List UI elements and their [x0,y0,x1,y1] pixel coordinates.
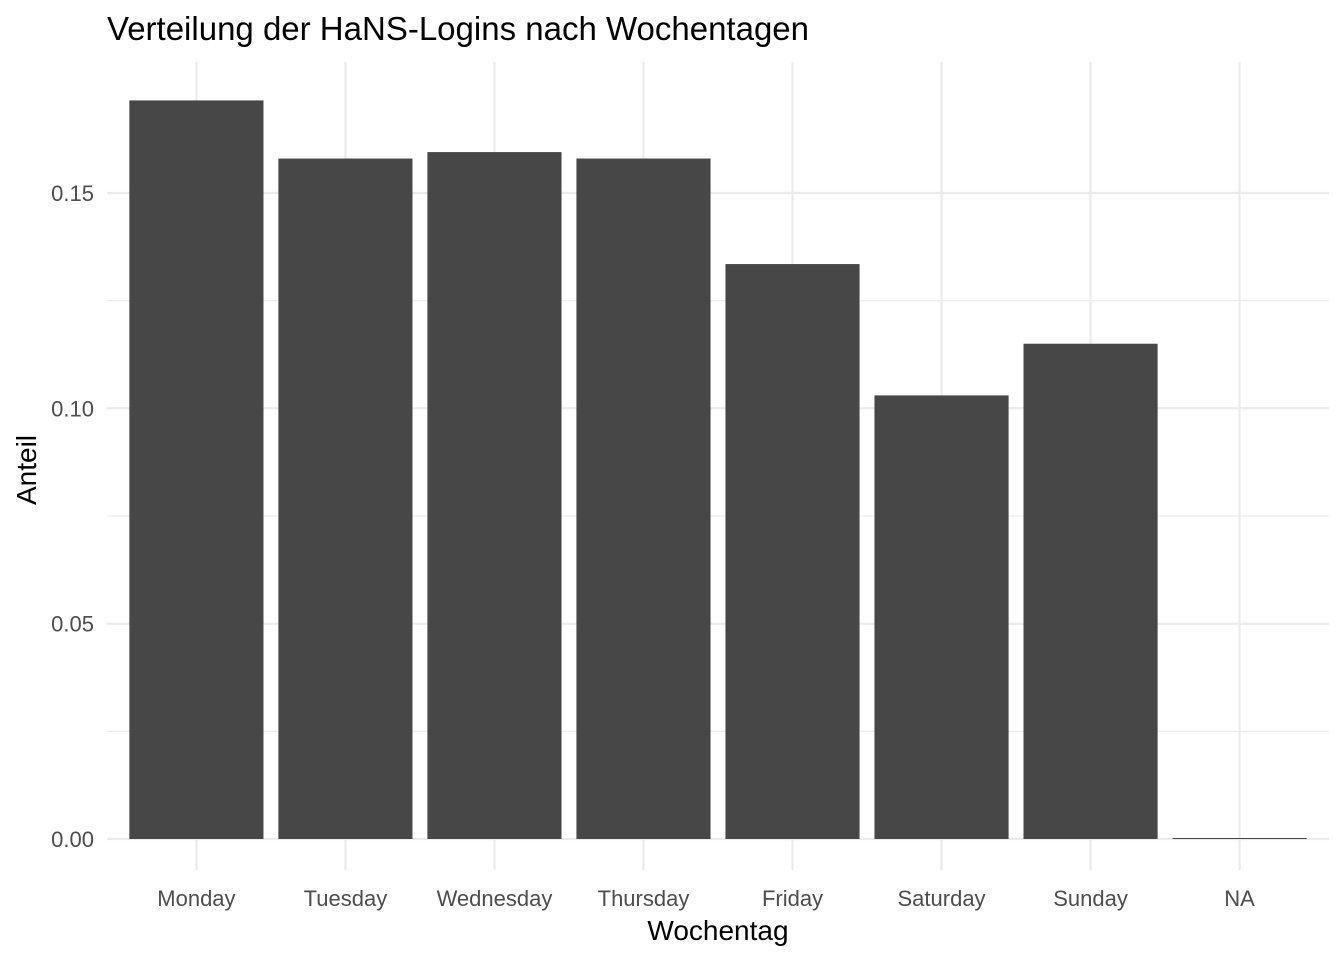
bar-friday [725,264,860,839]
x-tick-label-wednesday: Wednesday [437,886,553,911]
x-tick-label-saturday: Saturday [898,886,986,911]
bars [129,100,1307,840]
y-tick-label-0: 0.00 [51,827,94,852]
x-tick-label-friday: Friday [762,886,823,911]
bar-saturday [874,395,1009,839]
bar-thursday [576,158,711,840]
bar-wednesday [427,152,562,839]
bar-monday [129,100,264,839]
x-tick-label-sunday: Sunday [1053,886,1128,911]
y-axis-title: Anteil [11,435,42,505]
bar-sunday [1023,343,1158,839]
x-tick-label-monday: Monday [157,886,235,911]
y-tick-label-3: 0.15 [51,181,94,206]
x-tick-label-thursday: Thursday [598,886,690,911]
x-tick-label-na: NA [1224,886,1255,911]
y-tick-label-1: 0.05 [51,612,94,637]
bar-tuesday [278,158,413,840]
x-tick-label-tuesday: Tuesday [304,886,388,911]
y-tick-label-2: 0.10 [51,396,94,421]
chart-title: Verteilung der HaNS-Logins nach Wochenta… [107,10,809,47]
y-tick-labels: 0.00 0.05 0.10 0.15 [51,181,94,852]
x-axis-title: Wochentag [647,915,788,946]
bar-na [1172,838,1307,839]
x-tick-labels: Monday Tuesday Wednesday Thursday Friday Satu… [157,886,1255,911]
